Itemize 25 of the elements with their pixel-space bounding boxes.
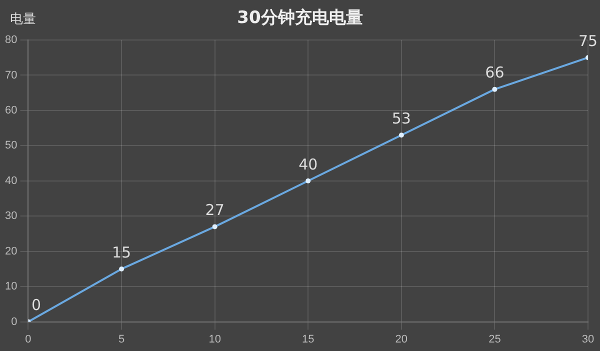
chart-title: 30分钟充电电量 [237,8,363,28]
x-tick-label: 25 [488,333,501,346]
y-tick-label: 40 [4,174,18,187]
x-tick-label: 5 [118,333,125,346]
data-label: 15 [112,243,132,262]
y-tick-label: 60 [4,104,18,116]
y-tick-label: 70 [4,69,18,82]
y-axis-title: 电量 [10,11,36,28]
y-tick-label: 80 [4,34,18,46]
x-tick-label: 30 [582,333,594,346]
x-tick-label: 20 [395,333,408,346]
x-tick-label: 0 [25,333,32,346]
x-tick-label: 10 [208,333,221,346]
y-tick-label: 10 [4,280,18,293]
data-label: 66 [485,64,504,82]
data-label: 75 [578,32,598,50]
y-tick-label: 30 [4,210,18,222]
y-tick-label: 20 [4,245,18,258]
y-tick-label: 0 [11,316,18,328]
data-label: 27 [205,201,224,220]
data-label: 53 [392,110,411,128]
x-tick-label: 15 [302,333,314,346]
y-tick-label: 50 [4,140,18,152]
data-label: 0 [31,296,42,314]
data-label: 40 [298,155,318,174]
